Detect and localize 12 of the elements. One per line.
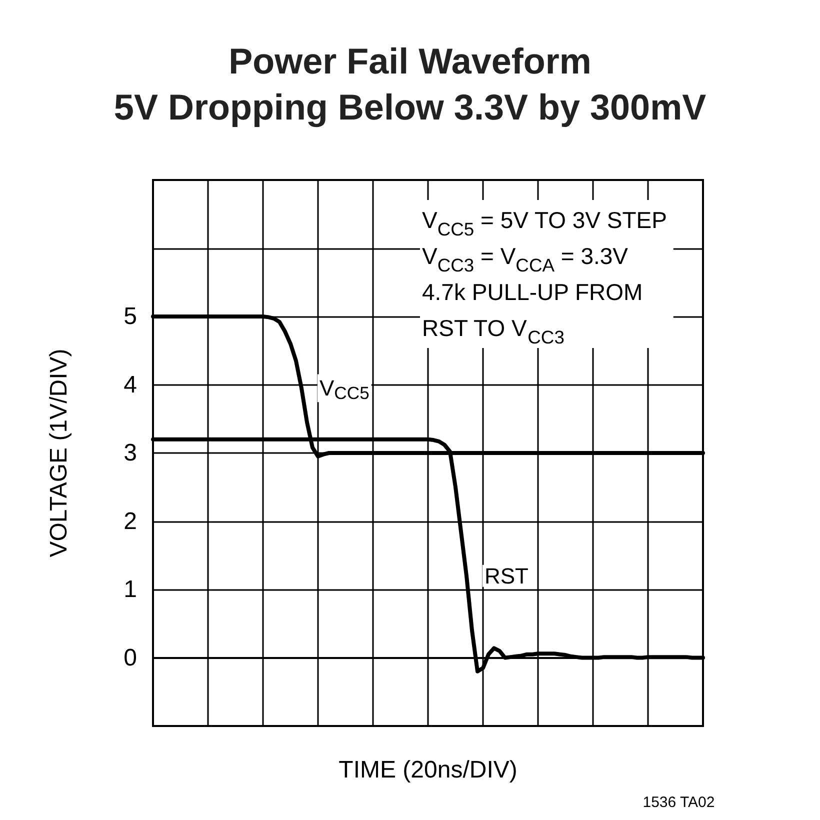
x-axis-title: TIME (20ns/DIV) — [338, 756, 518, 784]
y-tick-label: 5 — [124, 303, 137, 330]
y-tick-label: 0 — [124, 644, 137, 672]
y-tick-label: 3 — [124, 440, 137, 466]
chart-subtitle: 5V Dropping Below 3.3V by 300mV — [114, 86, 706, 128]
y-tick-label: 4 — [124, 371, 137, 398]
y-tick-label: 1 — [124, 576, 137, 603]
series-label: RST — [484, 563, 528, 588]
y-axis-title: VOLTAGE (1V/DIV) — [46, 348, 72, 558]
text: 1536 TA02 — [642, 794, 715, 811]
y-tick-label: 2 — [124, 508, 137, 535]
chart-title: Power Fail Waveform — [228, 40, 592, 82]
